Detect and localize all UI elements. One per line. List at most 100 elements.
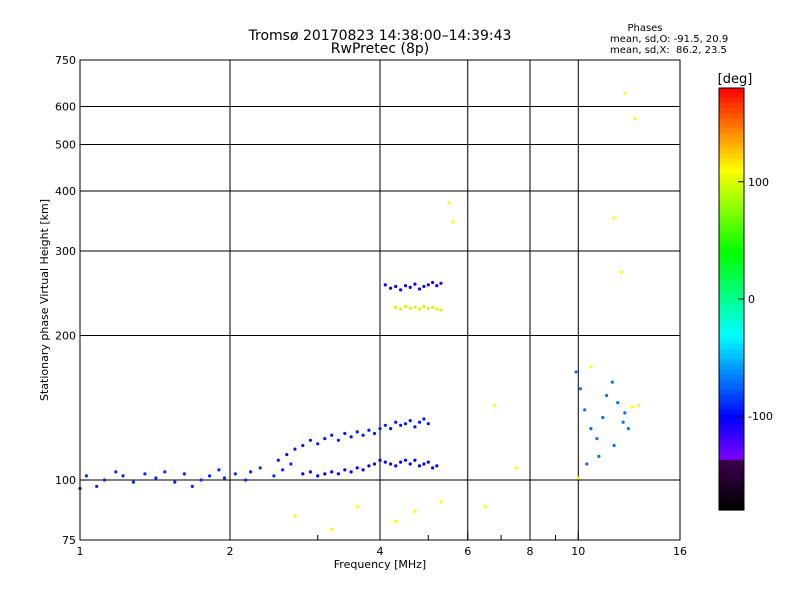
colorbar-segment — [719, 153, 744, 159]
colorbar-segment — [719, 349, 744, 355]
data-point — [355, 505, 359, 509]
x-tick-label: 2 — [227, 545, 234, 558]
data-point — [597, 454, 601, 458]
y-tick-label: 500 — [55, 139, 76, 152]
data-point — [285, 453, 289, 457]
data-point — [399, 307, 403, 311]
data-point — [323, 472, 327, 476]
data-point — [408, 419, 412, 423]
data-point — [417, 307, 422, 311]
data-point — [413, 282, 417, 286]
data-point — [435, 464, 439, 468]
data-point — [383, 283, 387, 287]
data-point — [330, 433, 334, 437]
data-point — [249, 470, 253, 474]
colorbar-segment — [719, 123, 744, 129]
colorbar-segment — [719, 379, 744, 385]
data-point — [408, 462, 412, 466]
data-point — [422, 304, 426, 308]
data-point — [349, 435, 353, 439]
colorbar-segment — [719, 454, 744, 461]
data-point — [413, 305, 417, 309]
colorbar-segment — [719, 238, 744, 245]
colorbar-segment — [719, 474, 744, 481]
colorbar-segment — [719, 158, 744, 164]
colorbar-tick-label: 0 — [748, 293, 755, 306]
data-point — [403, 284, 408, 288]
data-point — [623, 91, 627, 95]
colorbar-segment — [719, 314, 744, 320]
data-point — [431, 305, 435, 309]
data-point — [355, 430, 359, 434]
data-point — [222, 476, 227, 480]
stats-header: Phases — [627, 23, 662, 34]
data-point — [244, 478, 248, 482]
colorbar-segment — [719, 283, 744, 290]
colorbar-segment — [719, 364, 744, 370]
colorbar-segment — [719, 183, 744, 190]
colorbar-segment — [719, 334, 744, 340]
data-point — [308, 470, 312, 474]
data-point — [431, 466, 435, 470]
data-point — [349, 470, 353, 474]
data-point — [422, 417, 426, 421]
data-point — [84, 474, 88, 478]
colorbar-segment — [719, 434, 744, 441]
x-tick-label: 4 — [377, 545, 384, 558]
colorbar-segment — [719, 489, 744, 496]
data-point — [372, 462, 377, 466]
data-point — [372, 431, 377, 436]
colorbar-segment — [719, 273, 744, 280]
colorbar-segment — [719, 253, 744, 260]
colorbar-segment — [719, 118, 744, 124]
data-point — [276, 458, 280, 462]
colorbar-tick-label: 100 — [748, 176, 769, 189]
colorbar-segment — [719, 344, 744, 350]
y-axis-label: Stationary phase Virtual Height [km] — [38, 199, 51, 401]
data-point — [435, 307, 439, 311]
colorbar-segment — [719, 359, 744, 365]
colorbar-segment — [719, 464, 744, 471]
data-point — [173, 480, 177, 484]
stats-line-o: mean, sd,O: -91.5, 20.9 — [610, 34, 728, 45]
data-point — [626, 427, 630, 431]
colorbar-segment — [719, 304, 744, 310]
x-tick-label: 16 — [673, 545, 687, 558]
data-point — [394, 464, 398, 468]
data-point — [217, 468, 221, 472]
data-point — [394, 305, 398, 309]
data-point — [330, 470, 334, 474]
data-point — [95, 484, 99, 488]
data-point — [616, 401, 620, 405]
data-point — [422, 462, 426, 466]
data-point — [408, 306, 412, 310]
stats-line-x: mean, sd,X: 86.2, 23.5 — [610, 45, 727, 56]
colorbar-segment — [719, 288, 744, 295]
colorbar-segment — [719, 494, 744, 501]
data-point — [190, 484, 194, 488]
data-point — [435, 284, 439, 288]
data-point — [589, 427, 593, 431]
colorbar-segment — [719, 223, 744, 230]
data-point — [293, 514, 297, 519]
data-point — [493, 403, 497, 408]
data-point — [403, 422, 408, 426]
colorbar-segment — [719, 499, 744, 506]
x-tick-label: 6 — [464, 545, 471, 558]
y-tick-label: 400 — [55, 185, 76, 198]
colorbar-segment — [719, 188, 744, 195]
data-point — [114, 470, 118, 474]
colorbar-segment — [719, 449, 744, 456]
colorbar-segment — [719, 339, 744, 345]
data-point — [413, 509, 417, 514]
data-point — [355, 466, 359, 470]
colorbar-segment — [719, 178, 744, 185]
data-point — [281, 468, 285, 472]
colorbar-segment — [719, 324, 744, 330]
data-point — [383, 460, 387, 464]
data-point — [601, 415, 605, 420]
data-point — [417, 464, 422, 468]
colorbar-segment — [719, 429, 744, 436]
data-point — [389, 462, 393, 466]
